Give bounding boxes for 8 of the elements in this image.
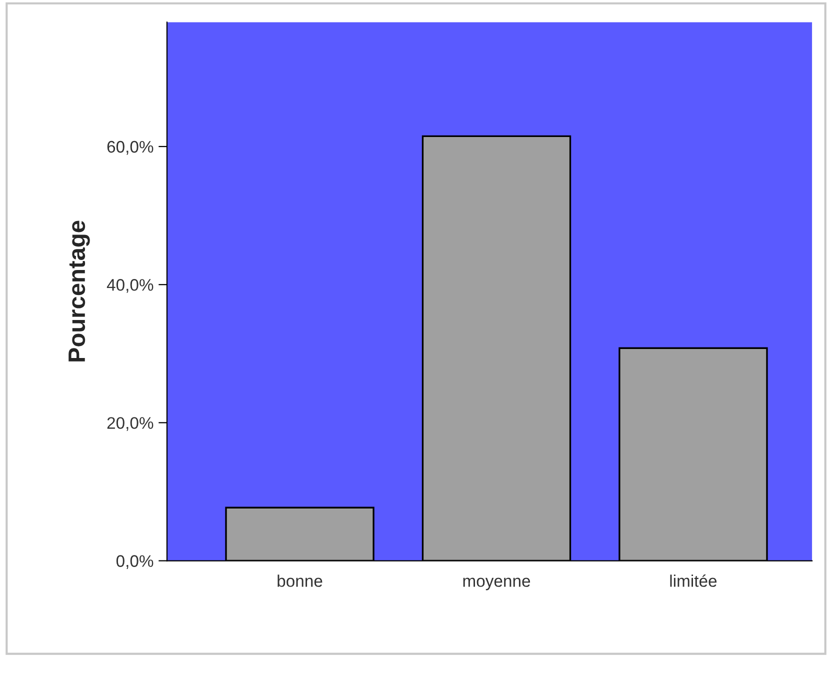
y-tick-label: 0,0%: [116, 555, 154, 569]
y-tick-label: 60,0%: [107, 140, 154, 155]
x-tick-label: bonne: [278, 574, 322, 587]
y-axis-title: Pourcentage: [68, 220, 90, 362]
y-tick-label: 40,0%: [106, 279, 154, 293]
y-tick-label: 20,0%: [107, 417, 154, 431]
x-tick-label: moyenne: [463, 578, 530, 590]
x-tick-label: limitée: [670, 574, 717, 587]
